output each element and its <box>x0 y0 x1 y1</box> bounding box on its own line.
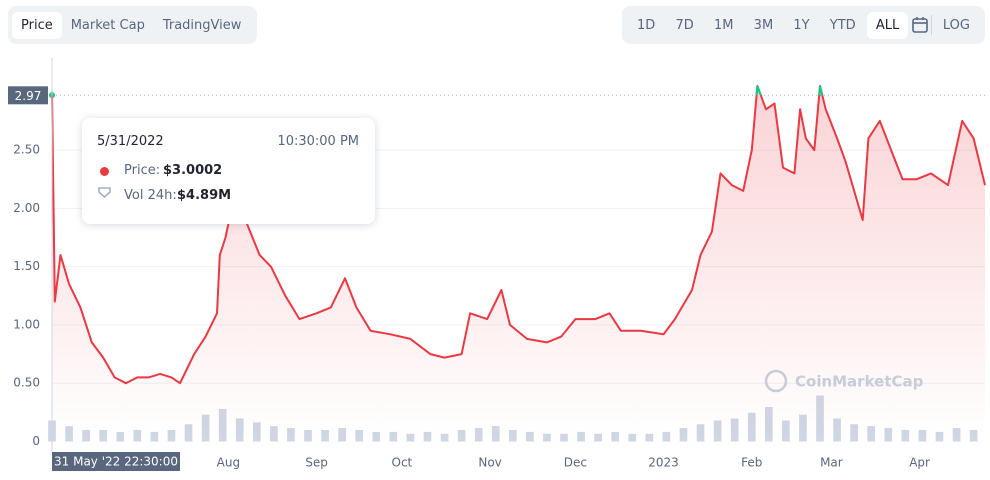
tooltip: 5/31/2022 10:30:00 PM Price: $3.0002 Vol… <box>82 118 375 224</box>
x-tick-label: 2023 <box>648 456 679 470</box>
separator <box>930 15 932 35</box>
tab-group: Price Market Cap TradingView <box>8 6 257 44</box>
x-tick-label: Oct <box>392 456 413 470</box>
x-tick-label: Feb <box>741 456 762 470</box>
current-price-label: 2.97 <box>15 89 42 103</box>
x-tick-label: Sep <box>305 456 328 470</box>
price-line <box>51 85 986 385</box>
y-tick-label: 0.50 <box>13 376 40 390</box>
watermark: CoinMarketCap <box>795 373 924 391</box>
x-tick-label: Apr <box>909 456 930 470</box>
tab[interactable]: Market Cap <box>70 17 145 33</box>
range-button[interactable]: 1D <box>637 17 656 33</box>
range-button[interactable]: ALL <box>866 11 909 39</box>
y2-tick-label: 0 <box>32 434 40 448</box>
range-button[interactable]: 1Y <box>793 17 810 33</box>
x-tick-label: Aug <box>217 456 240 470</box>
y-tick-label: 1.00 <box>13 317 40 331</box>
tooltip-price: $3.0002 <box>163 163 223 178</box>
range-button[interactable]: 7D <box>675 17 694 33</box>
y-tick-label: 1.50 <box>13 259 40 273</box>
price-dot <box>100 167 109 176</box>
calendar-icon[interactable] <box>911 16 929 34</box>
tooltip-price-label: Price: <box>124 163 161 178</box>
range-button[interactable]: 1M <box>713 17 734 33</box>
crosshair-label-bg <box>52 452 180 471</box>
tooltip-date: 5/31/2022 <box>97 134 164 149</box>
tooltip-volume: $4.89M <box>177 188 232 203</box>
range-button[interactable]: 3M <box>753 17 774 33</box>
range-button[interactable]: YTD <box>829 17 856 33</box>
price-area <box>52 86 985 442</box>
tooltip-time: 10:30:00 PM <box>277 134 359 149</box>
crosshair-label: 31 May '22 22:30:00 <box>54 455 178 469</box>
watermark-logo <box>764 369 788 393</box>
current-price-tag <box>8 86 48 105</box>
tooltip-volume-label: Vol 24h: <box>124 188 177 203</box>
x-tick-label: Mar <box>820 456 843 470</box>
range-group: 1D 7D 1M 3M 1Y YTD ALL LOG <box>622 6 985 44</box>
y-tick-label: 2.50 <box>13 143 40 157</box>
x-tick-label: Dec <box>564 456 587 470</box>
tab[interactable]: Price <box>12 11 62 39</box>
y-tick-label: 2.00 <box>13 201 40 215</box>
log-toggle[interactable]: LOG <box>942 17 970 33</box>
volume-icon <box>98 187 111 198</box>
x-tick-label: Nov <box>478 456 501 470</box>
tab[interactable]: TradingView <box>162 17 242 33</box>
